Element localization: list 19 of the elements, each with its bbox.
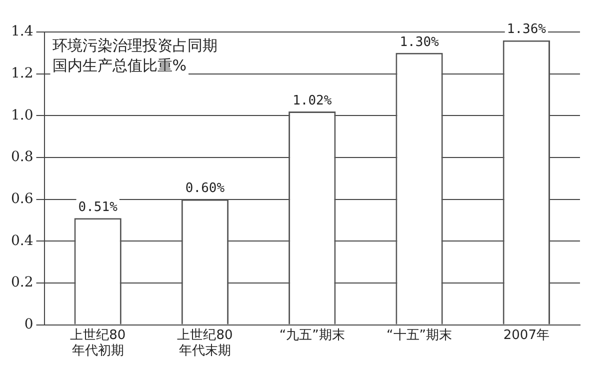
text: 环境污染治理投资占同期国内生产总值比重% [52, 36, 218, 74]
y-tick-label: 1.0 [11, 107, 34, 124]
y-tick-label: 1.4 [11, 24, 34, 40]
data-label: 1.30% [400, 34, 440, 50]
data-label: 1.36% [506, 22, 546, 38]
data-label: 1.02% [292, 93, 332, 108]
x-tick-label: “十五”期末 [386, 328, 452, 343]
y-tick-label: 0.4 [11, 232, 34, 249]
x-tick-label: “九五”期末 [279, 328, 345, 343]
x-tick-label: 2007年 [503, 328, 550, 343]
x-tick-label: 上世纪80年代末期 [177, 328, 233, 359]
y-tick-label: 0 [24, 316, 34, 332]
y-tick-label: 0.8 [11, 149, 34, 166]
y-tick-label: 0.2 [11, 274, 34, 291]
data-label: 0.51% [78, 200, 118, 216]
data-label: 0.60% [185, 181, 225, 196]
y-tick-label: 0.6 [11, 190, 34, 207]
y-tick-label: 1.2 [11, 65, 34, 82]
x-tick-label: 上世纪80年代初期 [70, 328, 126, 359]
